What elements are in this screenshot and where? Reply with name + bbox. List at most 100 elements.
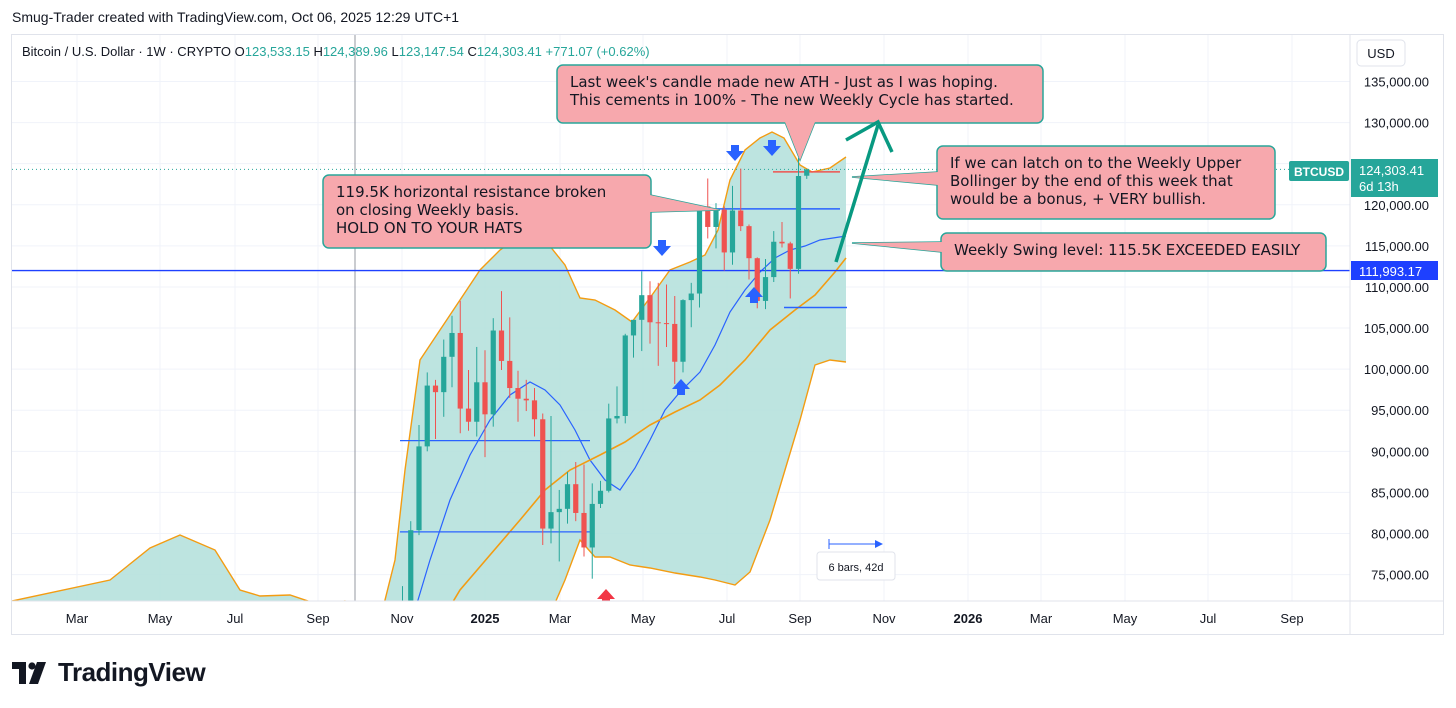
candle-body (441, 356, 447, 393)
candle-body (779, 241, 785, 244)
x-tick-label: 2025 (471, 611, 500, 626)
x-tick-label: May (631, 611, 656, 626)
candle-body (482, 382, 488, 415)
candle-body (721, 209, 727, 253)
x-tick-label: Mar (66, 611, 89, 626)
callout-resistance-tail-cover (650, 195, 720, 212)
candle-body (754, 258, 760, 301)
band-fill (12, 132, 846, 601)
up-arrow (672, 379, 690, 395)
down-arrow (763, 140, 781, 156)
y-tick-label: 100,000.00 (1364, 362, 1429, 377)
signal-arrows (597, 140, 781, 601)
callout-bollinger-text: would be a bonus, + VERY bullish. (950, 190, 1206, 208)
x-tick-label: May (1113, 611, 1138, 626)
x-tick-label: Mar (549, 611, 572, 626)
x-tick-label: Sep (306, 611, 329, 626)
legend-part: H (313, 44, 322, 59)
callout-swing-box (940, 232, 1327, 272)
y-tick-label: 75,000.00 (1371, 568, 1429, 583)
candle-body (680, 300, 686, 362)
candle-body (573, 484, 579, 513)
currency-button-box (1356, 39, 1406, 67)
candle-body (762, 277, 769, 301)
callout-bollinger-text: If we can latch on to the Weekly Upper (950, 154, 1242, 172)
symbol-tag: BTCUSD (1294, 165, 1344, 179)
last-price-tag-box (1351, 159, 1438, 197)
y-tick-label: 120,000.00 (1364, 198, 1429, 213)
candle-body (639, 295, 645, 320)
up-arrow (745, 287, 763, 303)
last-price-tag: 124,303.41 (1359, 163, 1424, 178)
callout-bollinger-tail-cover (852, 172, 938, 185)
candle-body (449, 332, 455, 357)
measure-label-box (816, 551, 896, 581)
price-axis[interactable]: 75,000.00 80,000.00 85,000.00 90,000.00 95,0… (1364, 75, 1429, 583)
candle-body (696, 206, 703, 294)
candle-body (606, 418, 612, 491)
candle-body (804, 169, 810, 176)
legend-part: +771.07 (+0.62%) (546, 44, 650, 59)
candle-body (787, 243, 793, 269)
y-tick-label: 110,000.00 (1365, 280, 1429, 295)
symbol-tag-box (1289, 161, 1349, 181)
callout-ath-text: Last week's candle made new ATH - Just a… (570, 73, 998, 91)
x-tick-label: Jul (1200, 611, 1217, 626)
y-tick-label: 105,000.00 (1364, 321, 1429, 336)
candle-body (746, 226, 752, 259)
price-chart[interactable]: 75,000.00 80,000.00 85,000.00 90,000.00 95,0… (0, 0, 1456, 640)
y-tick-label: 115,000.00 (1365, 239, 1429, 254)
candle-body (713, 209, 719, 227)
projection-arrow-head (845, 119, 894, 153)
lower-band-line (555, 359, 847, 601)
candle-body (540, 419, 546, 529)
candle-body (647, 295, 653, 323)
candle-body (408, 530, 414, 601)
candle-body (432, 385, 439, 393)
countdown-tag: 6d 13h (1359, 179, 1399, 194)
x-tick-label: Mar (1030, 611, 1053, 626)
measure-label: 6 bars, 42d (828, 562, 883, 574)
x-tick-label: Jul (227, 611, 244, 626)
y-tick-label: 90,000.00 (1371, 444, 1429, 459)
candle-body (589, 503, 595, 548)
basis-line (417, 235, 847, 601)
candle-body (597, 490, 604, 504)
x-tick-label: May (148, 611, 173, 626)
candle-body (738, 210, 744, 227)
candle-body (771, 241, 777, 278)
callout-swing-tail-cover (852, 242, 942, 252)
callout-bollinger-text: Bollinger by the end of this week that (950, 172, 1233, 190)
candle-body (416, 446, 422, 531)
legend-part: 124,303.41 (477, 44, 546, 59)
callout-swing-text: Weekly Swing level: 115.5K EXCEEDED EASI… (954, 241, 1301, 259)
tradingview-logo-icon (12, 661, 46, 684)
x-tick-label: Jul (719, 611, 736, 626)
candle-body (688, 293, 694, 301)
candle-body (515, 388, 521, 399)
candle-body (672, 323, 678, 362)
candle-body (614, 415, 620, 419)
candle-body (465, 408, 472, 422)
candle-body (507, 360, 513, 389)
y-tick-label: 130,000.00 (1364, 116, 1429, 131)
candle-body (474, 382, 480, 422)
legend-part: L (392, 44, 399, 59)
legend-part: Bitcoin / U.S. Dollar · 1W · CRYPTO (22, 44, 235, 59)
time-axis[interactable]: Mar May Jul Sep Nov 2025 Mar May Jul Sep Nov 2026 Ma… (66, 611, 1304, 626)
x-tick-label: Sep (788, 611, 811, 626)
x-tick-label: Sep (1280, 611, 1303, 626)
y-tick-label: 85,000.00 (1371, 485, 1429, 500)
x-tick-label: Nov (872, 611, 896, 626)
candle-body (663, 323, 670, 325)
symbol-legend: Bitcoin / U.S. Dollar · 1W · CRYPTO O123… (22, 44, 650, 59)
candle-body (531, 400, 538, 420)
candle-body (795, 176, 802, 269)
candle-body (498, 330, 505, 361)
callout-resistance-text: on closing Weekly basis. (336, 201, 519, 219)
y-tick-label: 135,000.00 (1364, 75, 1429, 90)
candle-body (523, 398, 529, 401)
candle-body (424, 385, 430, 447)
candle-body (705, 206, 711, 227)
x-tick-label: Nov (390, 611, 414, 626)
